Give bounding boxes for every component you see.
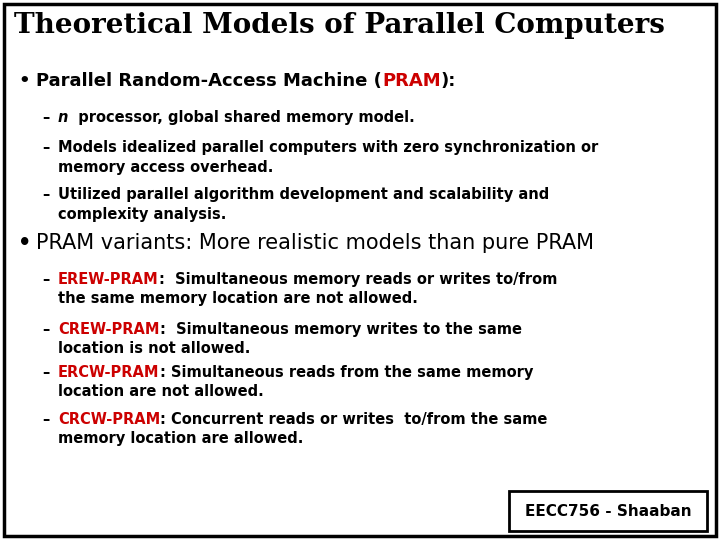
Text: –: – bbox=[42, 140, 49, 155]
Text: •: • bbox=[18, 233, 32, 253]
Text: :  Simultaneous memory reads or writes to/from: : Simultaneous memory reads or writes to… bbox=[158, 272, 557, 287]
Text: –: – bbox=[42, 322, 49, 337]
Text: Models idealized parallel computers with zero synchronization or: Models idealized parallel computers with… bbox=[58, 140, 598, 155]
Text: Utilized parallel algorithm development and scalability and: Utilized parallel algorithm development … bbox=[58, 187, 549, 202]
Text: –: – bbox=[42, 412, 49, 427]
Text: –: – bbox=[42, 110, 49, 125]
Text: EREW-PRAM: EREW-PRAM bbox=[58, 272, 158, 287]
Text: : Concurrent reads or writes  to/from the same: : Concurrent reads or writes to/from the… bbox=[161, 412, 548, 427]
Text: –: – bbox=[42, 272, 49, 287]
Text: n: n bbox=[58, 110, 68, 125]
Text: –: – bbox=[42, 187, 49, 202]
FancyBboxPatch shape bbox=[4, 4, 716, 536]
Text: Theoretical Models of Parallel Computers: Theoretical Models of Parallel Computers bbox=[14, 12, 665, 39]
Text: Parallel Random-Access Machine (: Parallel Random-Access Machine ( bbox=[36, 72, 382, 90]
Text: ):: ): bbox=[441, 72, 456, 90]
Text: :  Simultaneous memory writes to the same: : Simultaneous memory writes to the same bbox=[160, 322, 521, 337]
Text: location are not allowed.: location are not allowed. bbox=[58, 384, 264, 399]
Text: –: – bbox=[42, 365, 49, 380]
Text: complexity analysis.: complexity analysis. bbox=[58, 207, 226, 222]
Text: memory access overhead.: memory access overhead. bbox=[58, 160, 274, 175]
Text: location is not allowed.: location is not allowed. bbox=[58, 341, 251, 356]
Text: : Simultaneous reads from the same memory: : Simultaneous reads from the same memor… bbox=[160, 365, 533, 380]
Text: CRCW-PRAM: CRCW-PRAM bbox=[58, 412, 161, 427]
Text: PRAM: PRAM bbox=[382, 72, 441, 90]
Text: memory location are allowed.: memory location are allowed. bbox=[58, 431, 303, 446]
FancyBboxPatch shape bbox=[509, 491, 707, 531]
Text: PRAM variants: More realistic models than pure PRAM: PRAM variants: More realistic models tha… bbox=[36, 233, 594, 253]
Text: CREW-PRAM: CREW-PRAM bbox=[58, 322, 160, 337]
Text: processor, global shared memory model.: processor, global shared memory model. bbox=[68, 110, 415, 125]
Text: •: • bbox=[18, 72, 30, 90]
Text: EECC756 - Shaaban: EECC756 - Shaaban bbox=[525, 503, 691, 518]
Text: the same memory location are not allowed.: the same memory location are not allowed… bbox=[58, 291, 418, 306]
Text: ERCW-PRAM: ERCW-PRAM bbox=[58, 365, 160, 380]
